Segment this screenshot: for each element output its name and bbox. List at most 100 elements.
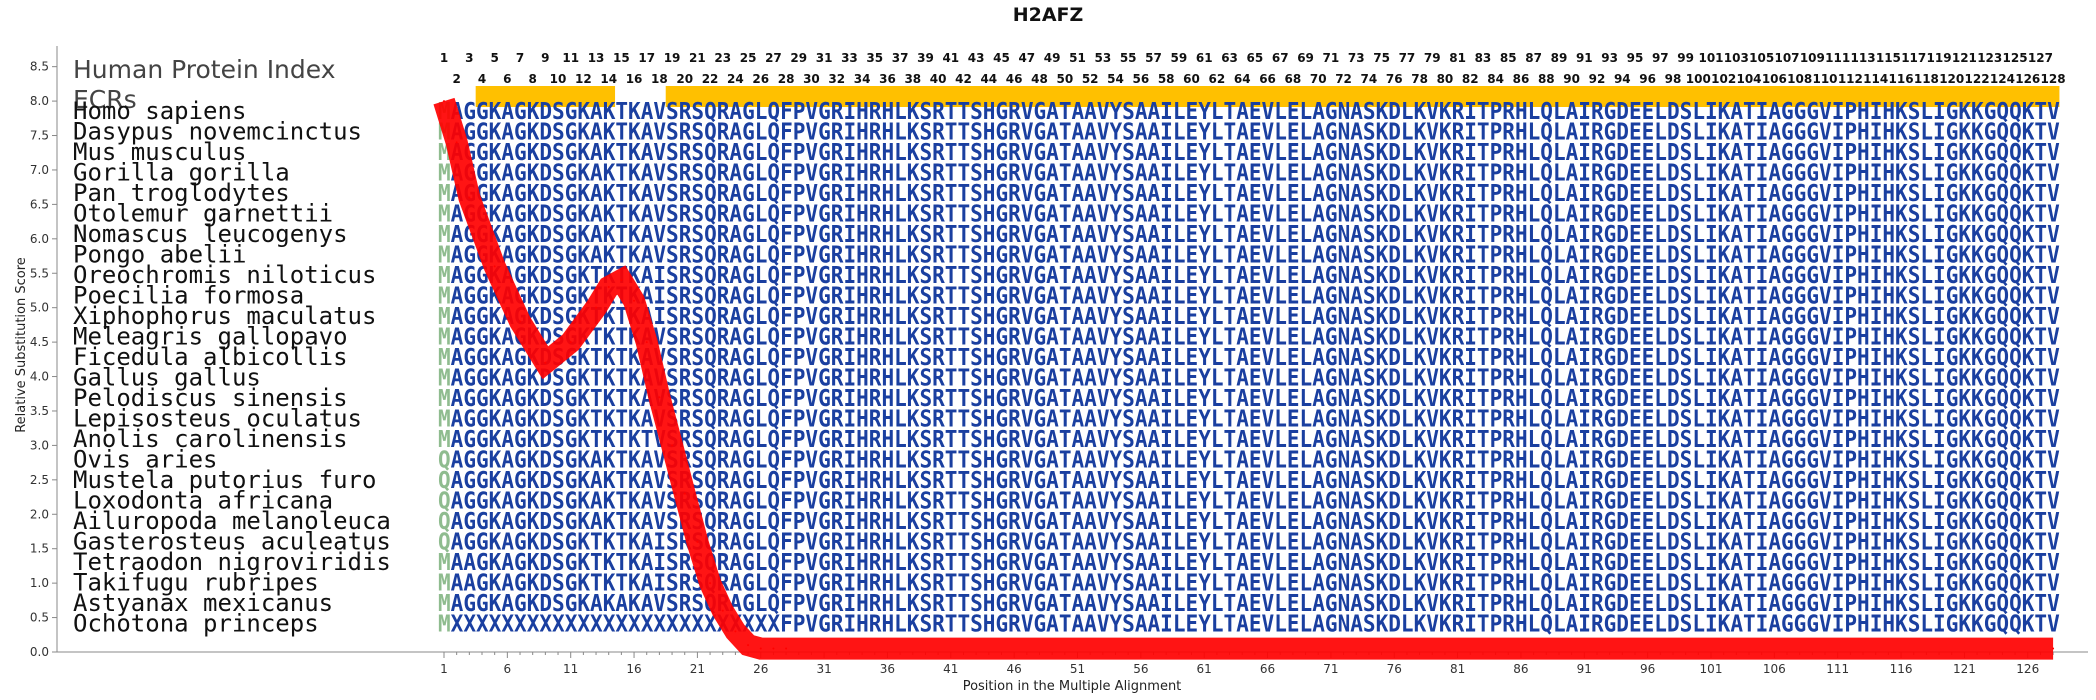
protein-index-number: 99 xyxy=(1677,51,1694,65)
sequence-row: MAGGKAGKDSGKTKTKAISRSQRAGLQFPVGRIHRHLKSR… xyxy=(438,284,2060,310)
protein-index-number: 65 xyxy=(1247,51,1264,65)
sequence-first-residue: M xyxy=(438,427,451,453)
protein-index-number: 29 xyxy=(790,51,807,65)
sequence-residues: AAGKAGKDSGKTKTKAISRSQRAGLQFPVGRIHRHLKSRT… xyxy=(451,550,2060,576)
species-label: Ochotona princeps xyxy=(73,610,319,638)
y-tick-label: 5.0 xyxy=(30,301,49,315)
sequence-residues: AGGKAGKDSGKTKTKAVSRSQRAGLQFPVGRIHRHLKSRT… xyxy=(451,366,2060,392)
x-tick-label: 96 xyxy=(1640,662,1655,676)
protein-index-number: 18 xyxy=(651,72,668,86)
sequence-residues: XXXXXXXXXXXXXXXXXXXXXXXXXXFPVGRIHRHLKSRT… xyxy=(451,612,2060,638)
x-tick-label: 71 xyxy=(1323,662,1338,676)
sequence-first-residue: M xyxy=(438,222,451,248)
protein-index-number: 56 xyxy=(1132,72,1149,86)
y-tick-label: 0.0 xyxy=(30,645,49,659)
protein-index-number: 79 xyxy=(1424,51,1441,65)
protein-index-number: 50 xyxy=(1056,72,1073,86)
x-tick-label: 1 xyxy=(440,662,448,676)
species-label: Xiphophorus maculatus xyxy=(73,302,376,330)
species-label: Mus musculus xyxy=(73,138,246,166)
sequence-residues: AGGKAGKDSGKAKTKAVSRSQRAGLQFPVGRIHRHLKSRT… xyxy=(451,202,2060,228)
protein-index-number: 119 xyxy=(1927,51,1952,65)
protein-index-number: 89 xyxy=(1551,51,1568,65)
species-label: Lepisosteus oculatus xyxy=(73,405,362,433)
species-label: Otolemur garnettii xyxy=(73,200,333,228)
score-point xyxy=(645,341,648,344)
ecr-bar xyxy=(475,86,616,107)
score-point xyxy=(747,644,750,647)
score-point xyxy=(709,582,712,585)
sequence-row: MAGGKAGKDSGKAKTKAVSRSQRAGLQFPVGRIHRHLKSR… xyxy=(438,161,2060,187)
x-tick-label: 66 xyxy=(1260,662,1275,676)
sequence-first-residue: Q xyxy=(438,468,451,494)
x-tick-label: 36 xyxy=(880,662,895,676)
protein-index-number: 40 xyxy=(930,72,947,86)
sequence-row: QAGGKAGKDSGKAKTKAVSRSQRAGLQFPVGRIHRHLKSR… xyxy=(438,448,2060,474)
score-line xyxy=(433,97,2055,660)
protein-index-number: 104 xyxy=(1736,72,1761,86)
x-axis-label: Position in the Multiple Alignment xyxy=(963,679,1182,694)
score-point xyxy=(443,100,445,103)
sequence-residues: AGGKAGKDSGKTKTKAVSRSQRAGLQFPVGRIHRHLKSRT… xyxy=(451,325,2060,351)
protein-index-number: 96 xyxy=(1639,72,1656,86)
protein-index-number: 39 xyxy=(917,51,934,65)
sequence-row: MAGGKAGKDSGKTKTKTVSRSQRAGLQFPVGRIHRHLKSR… xyxy=(438,427,2060,453)
species-label: Gasterosteus aculeatus xyxy=(73,528,391,556)
protein-index-number: 91 xyxy=(1576,51,1593,65)
protein-index-number: 117 xyxy=(1901,51,1926,65)
protein-index-number: 108 xyxy=(1787,72,1812,86)
score-point xyxy=(493,265,496,268)
protein-index-number: 94 xyxy=(1614,72,1631,86)
y-tick-label: 6.0 xyxy=(30,232,49,246)
sequence-residues: AGGKAGKDSGKAKTKAVSRSQRAGLQFPVGRIHRHLKSRT… xyxy=(451,99,2060,125)
sequence-first-residue: M xyxy=(438,612,451,638)
x-tick-label: 46 xyxy=(1007,662,1022,676)
species-label: Tetraodon nigroviridis xyxy=(73,548,391,576)
protein-index-number: 27 xyxy=(765,51,782,65)
y-tick-label: 1.0 xyxy=(30,576,49,590)
species-label: Meleagris gallopavo xyxy=(73,323,348,351)
protein-index-number: 48 xyxy=(1031,72,1048,86)
species-label: Ovis aries xyxy=(73,446,218,474)
protein-index-number: 84 xyxy=(1487,72,1504,86)
sequence-row: MAGGKAGKDSGKTKTKAISRSQRAGLQFPVGRIHRHLKSR… xyxy=(438,304,2060,330)
protein-index-number: 109 xyxy=(1800,51,1825,65)
sequence-residues: AGGKAGKDSGKAKTKAVSRSQRAGLQFPVGRIHRHLKSRT… xyxy=(451,243,2060,269)
score-line-path xyxy=(433,97,2054,660)
protein-index-number: 63 xyxy=(1221,51,1238,65)
protein-index-number: 47 xyxy=(1018,51,1035,65)
species-label: Astyanax mexicanus xyxy=(73,589,333,617)
sequence-first-residue: M xyxy=(438,325,451,351)
protein-index-number: 61 xyxy=(1196,51,1213,65)
sequence-first-residue: M xyxy=(438,366,451,392)
protein-index-number: 58 xyxy=(1158,72,1175,86)
score-point xyxy=(633,299,636,302)
sequence-residues: AGGKAGKDSGKAKTKAVSRSQRAGLQFPVGRIHRHLKSRT… xyxy=(451,181,2060,207)
sequence-residues: AGGKAGKDSGKAKTKAVSRSQRAGLQFPVGRIHRHLKSRT… xyxy=(451,448,2060,474)
protein-index-number: 76 xyxy=(1386,72,1403,86)
protein-index-number: 17 xyxy=(638,51,655,65)
protein-index-number: 115 xyxy=(1876,51,1901,65)
sequence-first-residue: M xyxy=(438,304,451,330)
sequence-residues: AGGKAGKDSGKTKTKAVSRSQRAGLQFPVGRIHRHLKSRT… xyxy=(451,386,2060,412)
score-point xyxy=(519,320,522,323)
y-tick-label: 7.0 xyxy=(30,163,49,177)
sequence-row: QAGGKAGKDSGKAKTKAVSRSQRAGLQFPVGRIHRHLKSR… xyxy=(438,509,2060,535)
sequence-row: MAGGKAGKDSGKAKTKAVSRSQRAGLQFPVGRIHRHLKSR… xyxy=(438,243,2060,269)
y-tick-label: 4.0 xyxy=(30,370,49,384)
sequence-residues: AGGKAGKDSGKTKTKTVSRSQRAGLQFPVGRIHRHLKSRT… xyxy=(451,427,2060,453)
y-tick-label: 2.0 xyxy=(30,507,49,521)
sequence-residues: AGGKAGKDSGKAKTKAVSRSQRAGLQFPVGRIHRHLKSRT… xyxy=(451,489,2060,515)
protein-index-number: 125 xyxy=(2003,51,2028,65)
sequence-residues: AGGKAGKDSGKAKTKAVSRSQRAGLQFPVGRIHRHLKSRT… xyxy=(451,509,2060,535)
protein-index-number: 12 xyxy=(575,72,592,86)
y-tick-label: 3.5 xyxy=(30,404,49,418)
score-point xyxy=(734,630,737,633)
protein-index-number: 26 xyxy=(752,72,769,86)
sequence-residues: AGGKAGKDSGKTKTKAVSRSQRAGLQFPVGRIHRHLKSRT… xyxy=(451,345,2060,371)
score-point xyxy=(468,196,471,199)
species-label: Dasypus novemcinctus xyxy=(73,118,362,146)
x-tick-label: 51 xyxy=(1070,662,1085,676)
species-label: Poecilia formosa xyxy=(73,282,304,310)
y-tick-label: 8.0 xyxy=(30,94,49,108)
